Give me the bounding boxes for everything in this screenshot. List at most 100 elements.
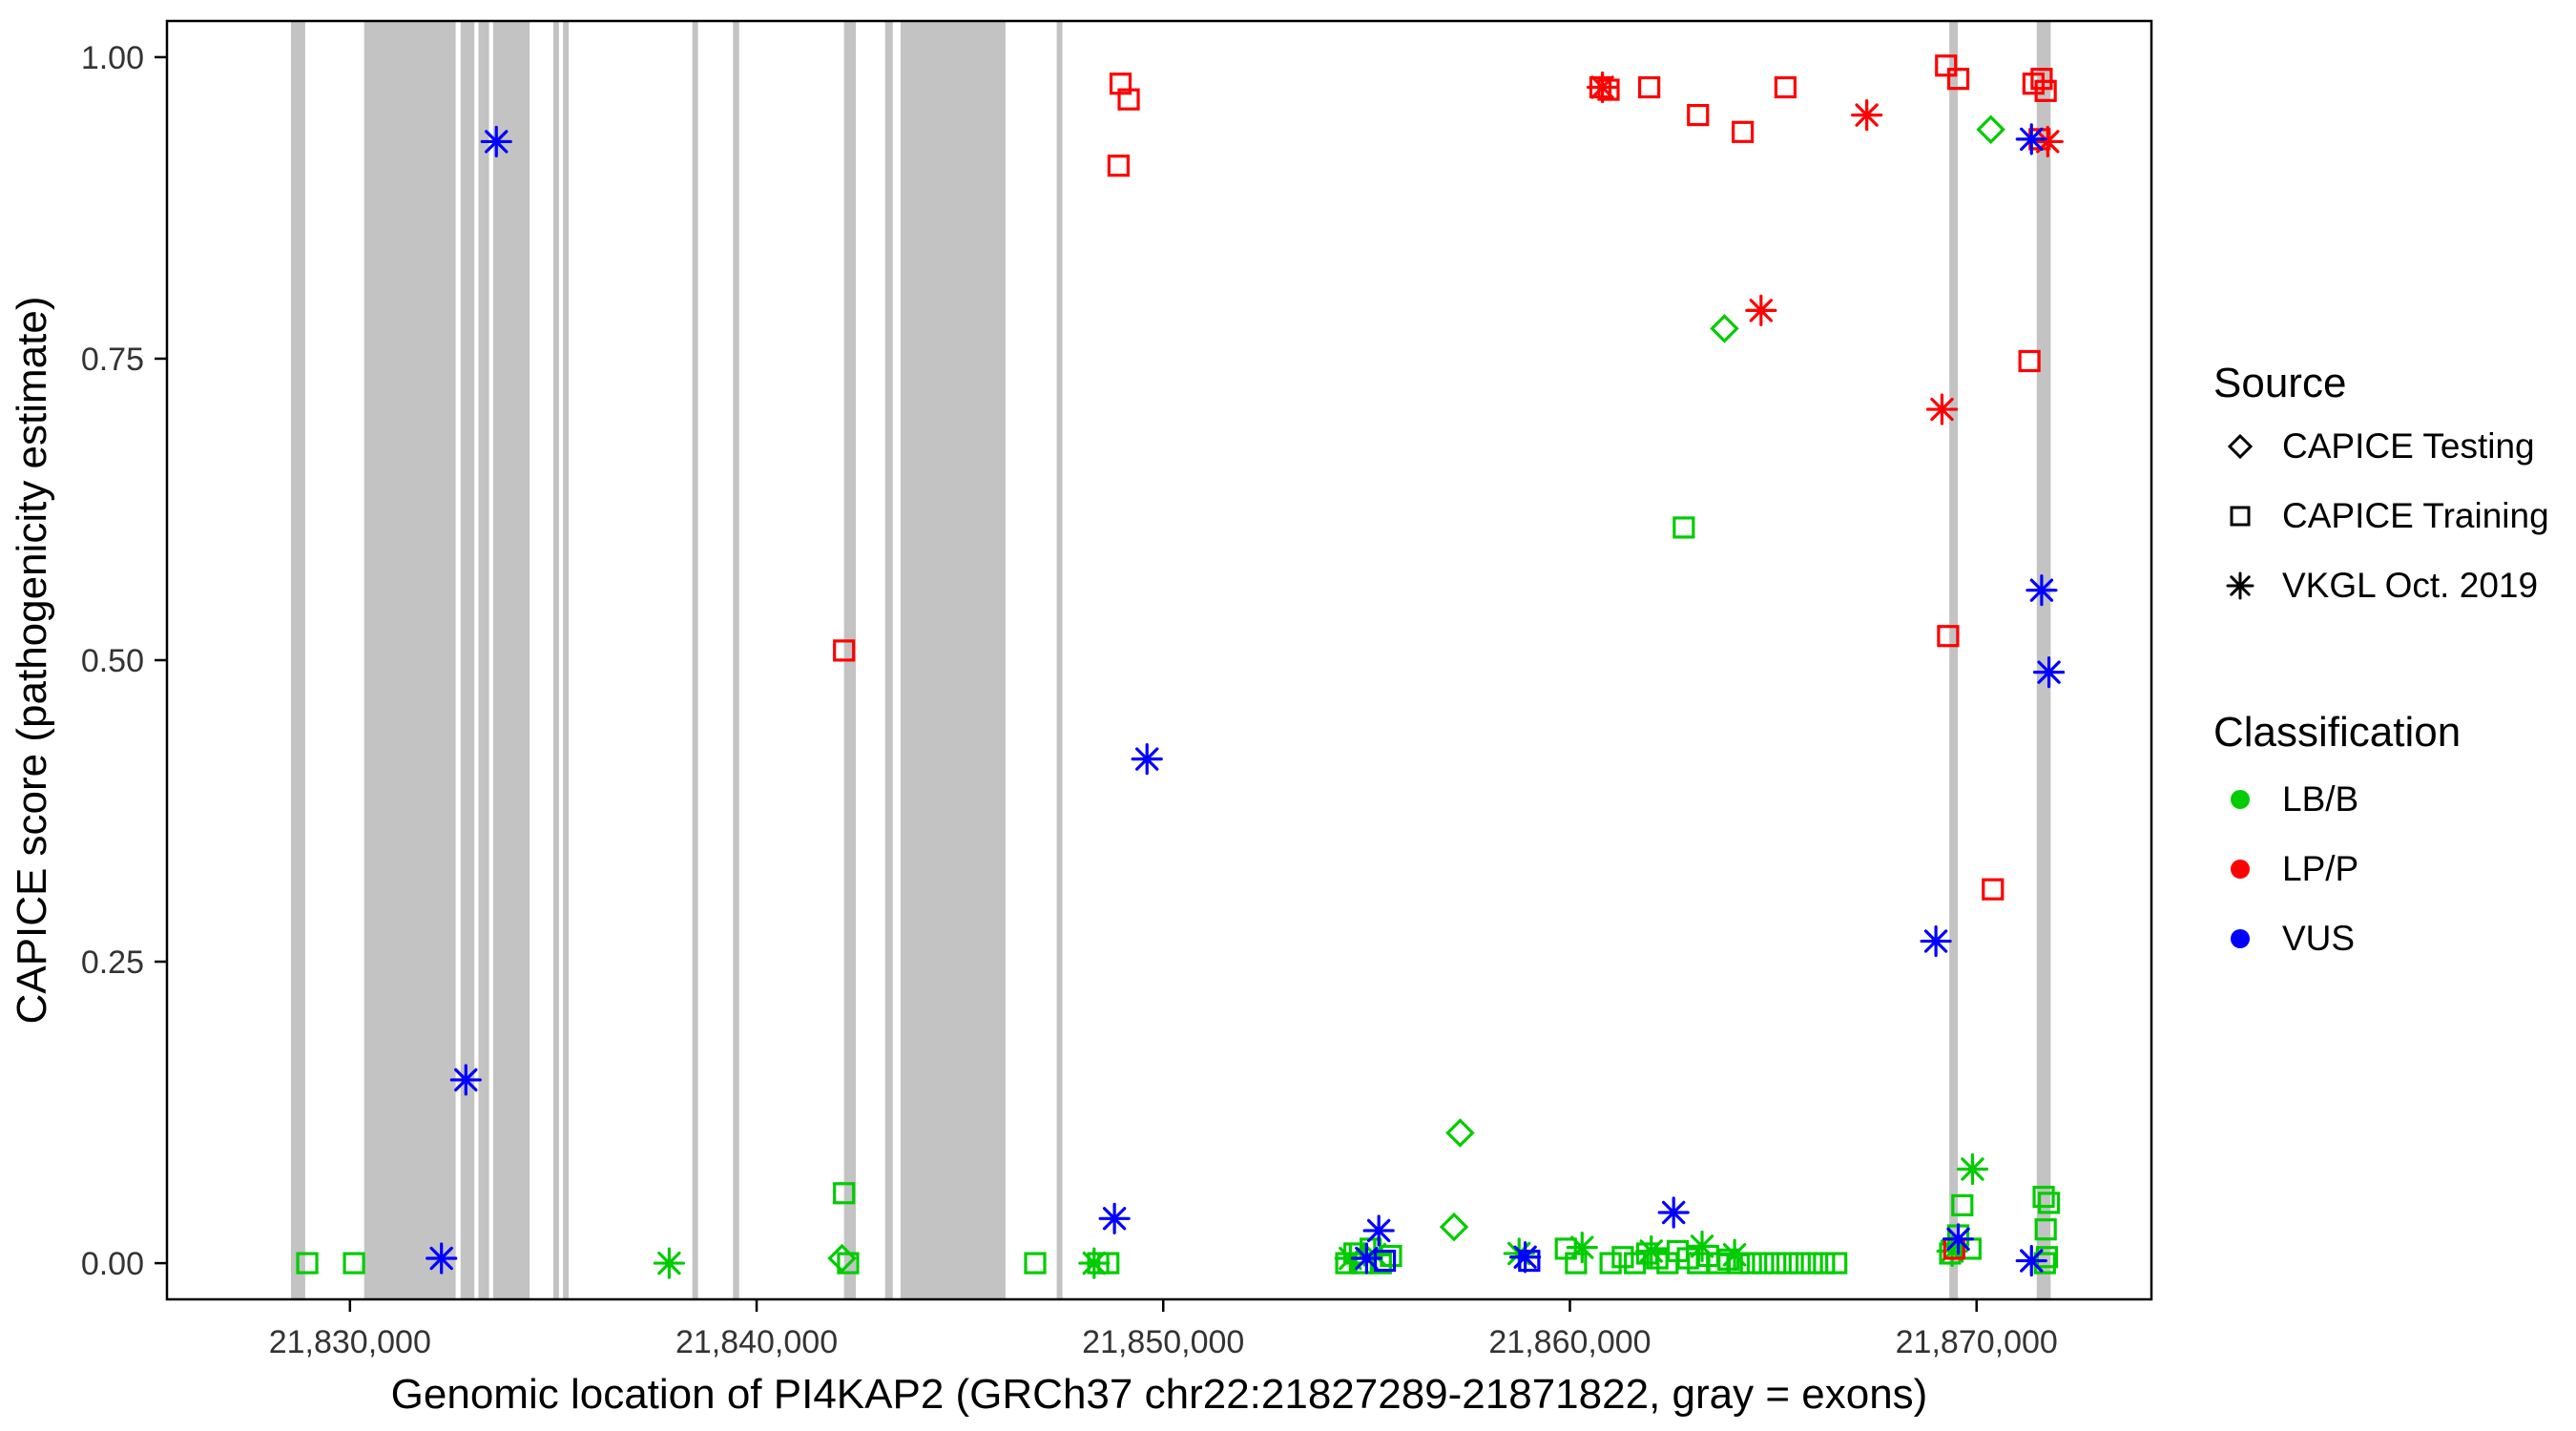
data-point-asterisk — [1566, 1232, 1598, 1264]
data-point-square — [2018, 349, 2041, 373]
data-point-square — [1937, 625, 1960, 648]
data-point-square — [1935, 54, 1958, 77]
data-point-square — [1800, 1252, 1823, 1275]
data-point-diamond — [1976, 114, 2005, 145]
data-point-asterisk — [2015, 123, 2047, 156]
legend-classification-item-label: LB/B — [2282, 779, 2358, 819]
data-point-asterisk — [1586, 71, 1619, 104]
data-point-square — [1107, 155, 1130, 177]
legend-classification-item-label: LP/P — [2282, 849, 2358, 888]
data-point-square — [1599, 1252, 1622, 1275]
y-axis-title: CAPICE score (pathogenicity estimate) — [9, 297, 55, 1025]
y-tick-label: 0.25 — [81, 944, 144, 981]
exon-band — [692, 21, 698, 1299]
legend-color-swatch — [2231, 860, 2250, 879]
data-point-asterisk — [1635, 1234, 1668, 1268]
data-point-square — [2034, 79, 2057, 102]
data-point-asterisk — [2015, 1244, 2047, 1277]
data-point-asterisk — [1362, 1214, 1395, 1247]
data-point-square — [2034, 1218, 2057, 1241]
y-tick-label: 0.00 — [81, 1246, 144, 1282]
data-point-asterisk — [449, 1064, 482, 1096]
legend-source-item-label: VKGL Oct. 2019 — [2282, 566, 2538, 605]
series-lpp-vkgl — [1586, 71, 2064, 425]
data-point-square — [1638, 75, 1661, 99]
data-point-diamond — [1445, 1118, 1475, 1148]
data-point-square — [2037, 1192, 2061, 1214]
x-tick-label: 21,870,000 — [1896, 1324, 2058, 1360]
data-point-square — [2030, 68, 2053, 91]
data-point-asterisk — [1920, 924, 1952, 958]
data-point-square — [2032, 1185, 2055, 1209]
data-point-asterisk — [1078, 1247, 1111, 1279]
data-point-asterisk — [1745, 294, 1777, 326]
data-point-square — [1951, 1193, 1974, 1216]
y-tick-label: 0.75 — [81, 342, 144, 378]
data-point-asterisk — [1718, 1238, 1751, 1271]
y-tick-label: 1.00 — [81, 40, 144, 76]
data-point-square — [2230, 506, 2251, 527]
legend-color-swatch — [2231, 929, 2250, 948]
exon-band — [733, 21, 739, 1299]
exon-band — [900, 21, 1006, 1299]
data-point-asterisk — [2226, 571, 2254, 600]
data-point-diamond — [1439, 1212, 1469, 1242]
exon-band — [884, 21, 893, 1299]
legend-color-swatch — [2231, 790, 2250, 809]
data-point-square — [1611, 1246, 1634, 1269]
exon-bands — [291, 21, 2051, 1299]
data-point-square — [2035, 1246, 2059, 1269]
data-point-asterisk — [1509, 1241, 1542, 1274]
exon-band — [364, 21, 456, 1299]
x-axis: 21,830,000 21,840,000 21,850,000 21,860,000… — [269, 1299, 2058, 1360]
data-point-square — [1732, 120, 1755, 143]
exon-band — [460, 21, 475, 1299]
x-tick-label: 21,840,000 — [675, 1324, 838, 1360]
exon-band — [563, 21, 570, 1299]
data-point-square — [837, 1252, 860, 1275]
legend-source-item-label: CAPICE Training — [2282, 496, 2549, 535]
legend-source-item-label: CAPICE Testing — [2282, 426, 2535, 466]
data-point-square — [1024, 1252, 1047, 1275]
data-point-square — [296, 1252, 319, 1275]
data-point-asterisk — [1657, 1196, 1690, 1229]
data-point-square — [1687, 104, 1710, 127]
legend-classification-title: Classification — [2213, 709, 2461, 756]
data-point-square — [1764, 1252, 1787, 1275]
legend: Source CAPICE Testing CAPICE Training VKGL … — [2213, 360, 2549, 958]
data-point-asterisk — [1942, 1223, 1975, 1255]
legend-source-title: Source — [2213, 360, 2346, 406]
exon-band — [1056, 21, 1063, 1299]
x-tick-label: 21,860,000 — [1488, 1324, 1651, 1360]
data-point-square — [1774, 75, 1797, 99]
data-point-diamond — [2227, 433, 2254, 460]
data-point-asterisk — [1350, 1242, 1382, 1275]
data-point-asterisk — [1098, 1202, 1131, 1234]
x-axis-title: Genomic location of PI4KAP2 (GRCh37 chr2… — [391, 1371, 1928, 1418]
data-point-asterisk — [480, 125, 512, 158]
data-point-asterisk — [1686, 1230, 1718, 1262]
y-axis: 0.00 0.25 0.50 0.75 1.00 — [81, 40, 167, 1282]
data-point-asterisk — [1956, 1152, 1989, 1186]
x-tick-label: 21,830,000 — [269, 1324, 431, 1360]
data-point-square — [1813, 1252, 1836, 1275]
data-point-asterisk — [1131, 743, 1163, 776]
data-point-square — [833, 1182, 856, 1205]
data-point-square — [1982, 878, 2005, 901]
x-tick-label: 21,850,000 — [1082, 1324, 1244, 1360]
data-point-square — [1788, 1252, 1811, 1275]
data-point-diamond — [1710, 314, 1739, 343]
exon-band — [552, 21, 559, 1299]
exon-band — [2036, 21, 2051, 1299]
series-vus-vkgl — [426, 123, 2066, 1277]
data-point-square — [1752, 1252, 1775, 1275]
data-point-square — [1373, 1249, 1397, 1273]
data-point-asterisk — [426, 1242, 458, 1275]
data-point-asterisk — [653, 1247, 685, 1279]
data-point-asterisk — [1925, 393, 1959, 425]
exon-band — [291, 21, 305, 1299]
y-tick-label: 0.50 — [81, 643, 144, 679]
exon-band — [492, 21, 530, 1299]
